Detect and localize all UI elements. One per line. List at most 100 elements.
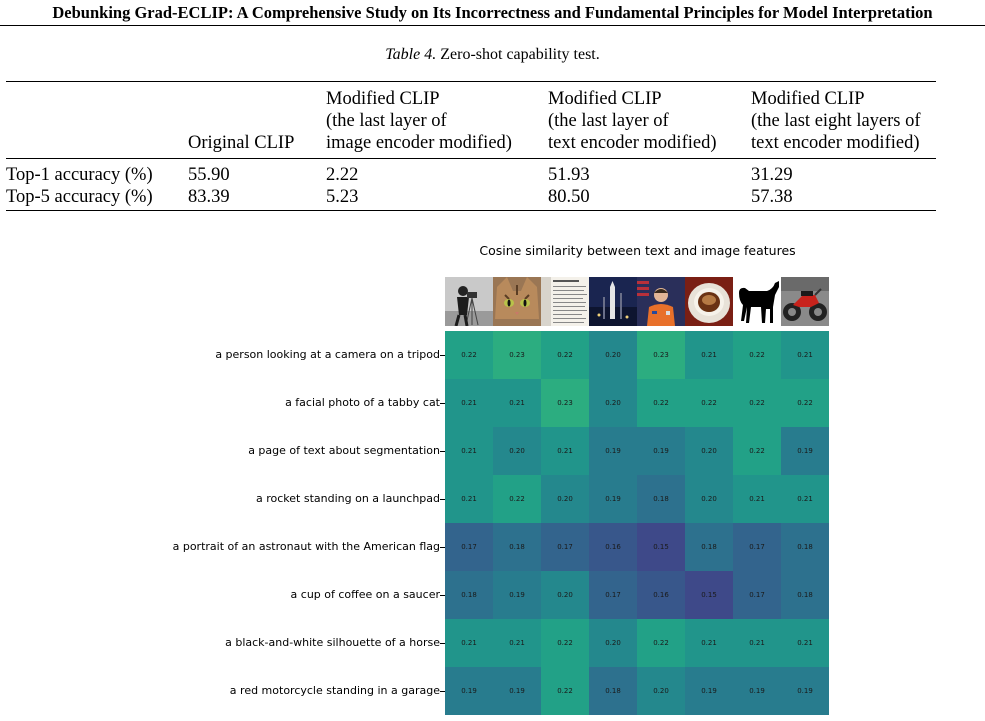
horse-thumbnail [733,277,781,326]
heatmap-row-label: a rocket standing on a launchpad [256,492,440,505]
heatmap-cell: 0.19 [637,427,685,475]
heatmap-cell: 0.19 [493,571,541,619]
heatmap-cell: 0.17 [541,523,589,571]
table-cell: Top-1 accuracy (%) [6,165,153,185]
running-header: Debunking Grad-ECLIP: A Comprehensive St… [52,3,933,22]
table-header-cell: Modified CLIP (the last eight layers of … [751,89,921,153]
similarity-heatmap: 0.22 0.23 0.22 0.20 0.23 0.21 0.22 0.21 0.21 0.21… [445,331,829,715]
heatmap-cell: 0.23 [541,379,589,427]
heatmap-cell: 0.15 [685,571,733,619]
heatmap-cell: 0.20 [589,331,637,379]
heatmap-cell: 0.21 [733,619,781,667]
heatmap-cell: 0.20 [541,571,589,619]
heatmap-cell: 0.21 [685,331,733,379]
heatmap-cell: 0.19 [733,667,781,715]
table-cell: 80.50 [548,187,590,207]
heatmap-cell: 0.19 [589,427,637,475]
heatmap-row-tick [440,499,445,500]
heatmap-row-label: a person looking at a camera on a tripod [215,348,440,361]
table-header-row: Original CLIP Modified CLIP (the last la… [6,81,936,159]
heatmap-cell: 0.16 [589,523,637,571]
heatmap-cell: 0.22 [733,427,781,475]
heatmap-cell: 0.18 [781,571,829,619]
table-caption-label: Table 4. [385,46,437,63]
table-cell: 55.90 [188,165,230,185]
table-caption-text: Zero-shot capability test. [440,46,600,63]
heatmap-cell: 0.18 [445,571,493,619]
heatmap-cell: 0.22 [637,619,685,667]
heatmap-cell: 0.19 [589,475,637,523]
table-cell: 83.39 [188,187,230,207]
table-header-cell [6,82,188,159]
heatmap-row-label: a cup of coffee on a saucer [290,588,440,601]
cameraman-thumbnail [445,277,493,326]
heatmap-cell: 0.21 [781,331,829,379]
heatmap-cell: 0.20 [541,475,589,523]
header-rule [0,25,985,26]
heatmap-cell: 0.19 [781,427,829,475]
heatmap-cell: 0.20 [589,379,637,427]
heatmap-cell: 0.17 [733,523,781,571]
heatmap-row-label: a portrait of an astronaut with the Amer… [172,540,440,553]
heatmap-cell: 0.18 [589,667,637,715]
heatmap-row-label: a page of text about segmentation [248,444,440,457]
heatmap-row-tick [440,355,445,356]
heatmap-cell: 0.21 [445,619,493,667]
heatmap-cell: 0.18 [637,475,685,523]
heatmap-cell: 0.21 [685,619,733,667]
table-caption: Table 4. Zero-shot capability test. [0,46,985,64]
heatmap-cell: 0.22 [541,619,589,667]
heatmap-cell: 0.21 [733,475,781,523]
heatmap-cell: 0.21 [781,475,829,523]
heatmap-row-tick [440,691,445,692]
heatmap-cell: 0.22 [781,379,829,427]
image-thumbnails [445,277,830,326]
results-table: Original CLIP Modified CLIP (the last la… [6,81,936,211]
cat-thumbnail [493,277,541,326]
heatmap-cell: 0.20 [685,427,733,475]
table-cell: 5.23 [326,187,359,207]
heatmap-cell: 0.22 [685,379,733,427]
astronaut-thumbnail [637,277,685,326]
heatmap-cell: 0.22 [445,331,493,379]
heatmap-cell: 0.22 [733,331,781,379]
heatmap-cell: 0.18 [493,523,541,571]
table-row: Top-1 accuracy (%) 55.90 2.22 51.93 31.2… [6,159,936,187]
heatmap-cell: 0.20 [589,619,637,667]
heatmap-cell: 0.17 [445,523,493,571]
text-page-thumbnail [541,277,589,326]
heatmap-cell: 0.20 [685,475,733,523]
heatmap-row-tick [440,547,445,548]
heatmap-cell: 0.19 [685,667,733,715]
table-cell: 51.93 [548,165,590,185]
heatmap-cell: 0.21 [541,427,589,475]
heatmap-row-tick [440,643,445,644]
heatmap-row-label: a red motorcycle standing in a garage [229,684,440,697]
heatmap-row-tick [440,403,445,404]
heatmap-cell: 0.21 [445,475,493,523]
heatmap-row-label: a black-and-white silhouette of a horse [225,636,440,649]
table-cell: 57.38 [751,187,793,207]
heatmap-cell: 0.20 [637,667,685,715]
heatmap-cell: 0.22 [637,379,685,427]
heatmap-cell: 0.21 [445,379,493,427]
heatmap-title: Cosine similarity between text and image… [479,243,796,258]
heatmap-cell: 0.19 [445,667,493,715]
heatmap-cell: 0.21 [445,427,493,475]
heatmap-cell: 0.19 [493,667,541,715]
heatmap-cell: 0.22 [541,331,589,379]
table-header-cell: Modified CLIP (the last layer of image e… [326,89,512,153]
heatmap-cell: 0.22 [541,667,589,715]
heatmap-row-tick [440,595,445,596]
table-header-cell: Original CLIP [188,133,295,153]
heatmap-cell: 0.17 [589,571,637,619]
heatmap-cell: 0.15 [637,523,685,571]
heatmap-cell: 0.18 [685,523,733,571]
heatmap-cell: 0.20 [493,427,541,475]
heatmap-cell: 0.16 [637,571,685,619]
heatmap-cell: 0.17 [733,571,781,619]
heatmap-cell: 0.22 [733,379,781,427]
heatmap-cell: 0.19 [781,667,829,715]
heatmap-row-label: a facial photo of a tabby cat [285,396,440,409]
heatmap-cell: 0.23 [493,331,541,379]
